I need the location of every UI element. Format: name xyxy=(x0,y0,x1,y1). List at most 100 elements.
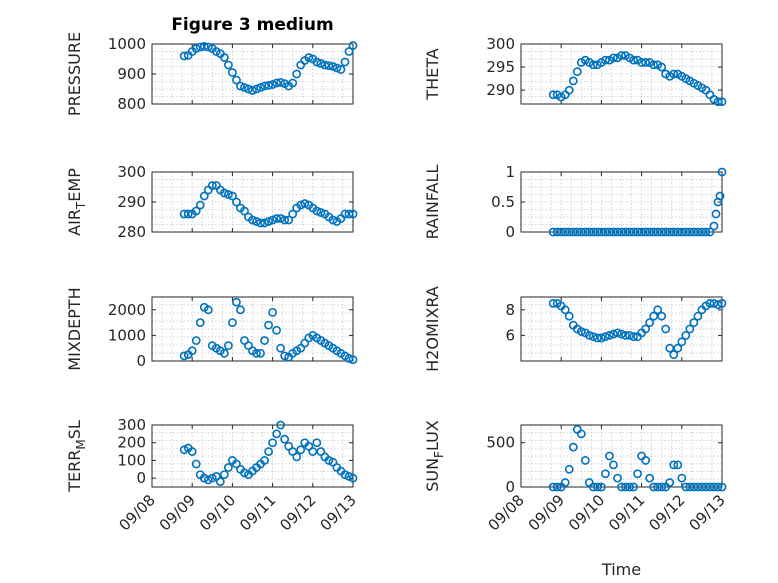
axes-box xyxy=(520,296,723,362)
data-point xyxy=(276,214,286,223)
data-point xyxy=(613,328,622,338)
y-axis-label: TERRMSL xyxy=(65,420,88,493)
data-point xyxy=(625,330,634,340)
data-point xyxy=(288,78,298,88)
data-point xyxy=(219,348,229,358)
data-point xyxy=(584,330,594,340)
data-point xyxy=(248,86,257,95)
data-point xyxy=(665,343,675,353)
data-point xyxy=(649,311,659,321)
data-point xyxy=(304,53,314,62)
y-tick-label: 300 xyxy=(117,416,146,434)
data-point xyxy=(236,81,245,91)
data-point xyxy=(576,429,586,439)
data-point xyxy=(693,482,703,492)
data-point xyxy=(629,332,638,342)
data-point xyxy=(268,307,277,317)
data-point xyxy=(605,451,614,461)
data-point xyxy=(280,215,290,225)
data-point xyxy=(227,191,237,201)
data-point xyxy=(276,343,286,353)
data-point xyxy=(633,469,642,479)
y-axis-label: THETA xyxy=(423,48,442,100)
data-point xyxy=(316,208,326,217)
y-axis-label: RAINFALL xyxy=(423,165,442,240)
data-point xyxy=(207,181,217,190)
data-point xyxy=(697,482,707,492)
x-tick-label: 09/10 xyxy=(565,491,608,534)
data-point xyxy=(179,51,189,61)
data-point xyxy=(588,332,598,342)
data-point xyxy=(223,190,233,199)
y-tick-label: 300 xyxy=(486,35,515,53)
x-tick-label: 09/13 xyxy=(317,491,360,534)
data-point xyxy=(669,460,679,470)
data-point xyxy=(348,41,358,50)
data-point xyxy=(617,51,626,60)
data-point xyxy=(584,478,594,487)
data-point xyxy=(219,188,229,198)
data-point xyxy=(552,482,562,492)
data-point xyxy=(260,218,269,228)
data-point xyxy=(179,445,189,455)
data-point xyxy=(268,438,277,448)
data-point xyxy=(717,298,727,308)
data-point xyxy=(252,217,261,226)
y-tick-label: 1000 xyxy=(108,326,146,344)
data-point xyxy=(340,57,350,67)
data-point xyxy=(252,84,261,94)
data-point xyxy=(661,227,671,237)
y-tick-label: 1 xyxy=(505,163,515,181)
data-point xyxy=(653,305,663,315)
data-point xyxy=(601,55,610,65)
data-point xyxy=(191,206,201,216)
data-point xyxy=(588,60,598,70)
y-tick-label: 800 xyxy=(117,95,146,113)
data-point xyxy=(637,227,646,237)
data-point xyxy=(717,167,727,177)
data-point xyxy=(308,447,318,456)
data-point xyxy=(601,469,610,479)
data-point xyxy=(568,442,578,452)
data-point xyxy=(681,227,691,237)
data-point xyxy=(268,80,277,89)
data-point xyxy=(264,81,273,90)
data-point xyxy=(292,452,302,462)
y-axis-label: PRESSURE xyxy=(65,32,84,116)
data-point xyxy=(689,482,699,492)
data-point xyxy=(665,478,675,487)
data-point xyxy=(268,215,277,225)
data-point xyxy=(681,330,691,340)
y-tick-label: 0.5 xyxy=(491,193,515,211)
x-tick-label: 09/11 xyxy=(605,491,648,534)
data-point xyxy=(717,482,727,492)
data-point xyxy=(552,227,562,237)
data-point xyxy=(584,227,594,237)
data-point xyxy=(705,298,715,308)
data-point xyxy=(625,227,634,237)
data-point xyxy=(709,221,719,231)
data-point xyxy=(613,227,622,237)
y-tick-label: 900 xyxy=(117,65,146,83)
data-point xyxy=(280,351,290,361)
data-point xyxy=(344,354,354,363)
data-point xyxy=(689,318,699,327)
data-point xyxy=(288,209,298,219)
y-tick-label: 2000 xyxy=(108,301,146,319)
data-point xyxy=(312,438,322,448)
data-point xyxy=(609,329,618,339)
data-point xyxy=(199,473,209,483)
data-point xyxy=(693,311,703,321)
axes-box xyxy=(520,43,723,105)
data-point xyxy=(191,336,201,345)
data-point xyxy=(548,227,558,237)
x-tick-label: 09/11 xyxy=(236,491,279,534)
x-axis-label: Time xyxy=(601,560,641,579)
y-axis-label: SUNFLUX xyxy=(423,420,446,492)
data-point xyxy=(629,227,638,237)
data-point xyxy=(717,97,727,107)
data-point xyxy=(316,59,326,68)
data-point xyxy=(256,83,265,92)
data-point xyxy=(673,460,683,470)
